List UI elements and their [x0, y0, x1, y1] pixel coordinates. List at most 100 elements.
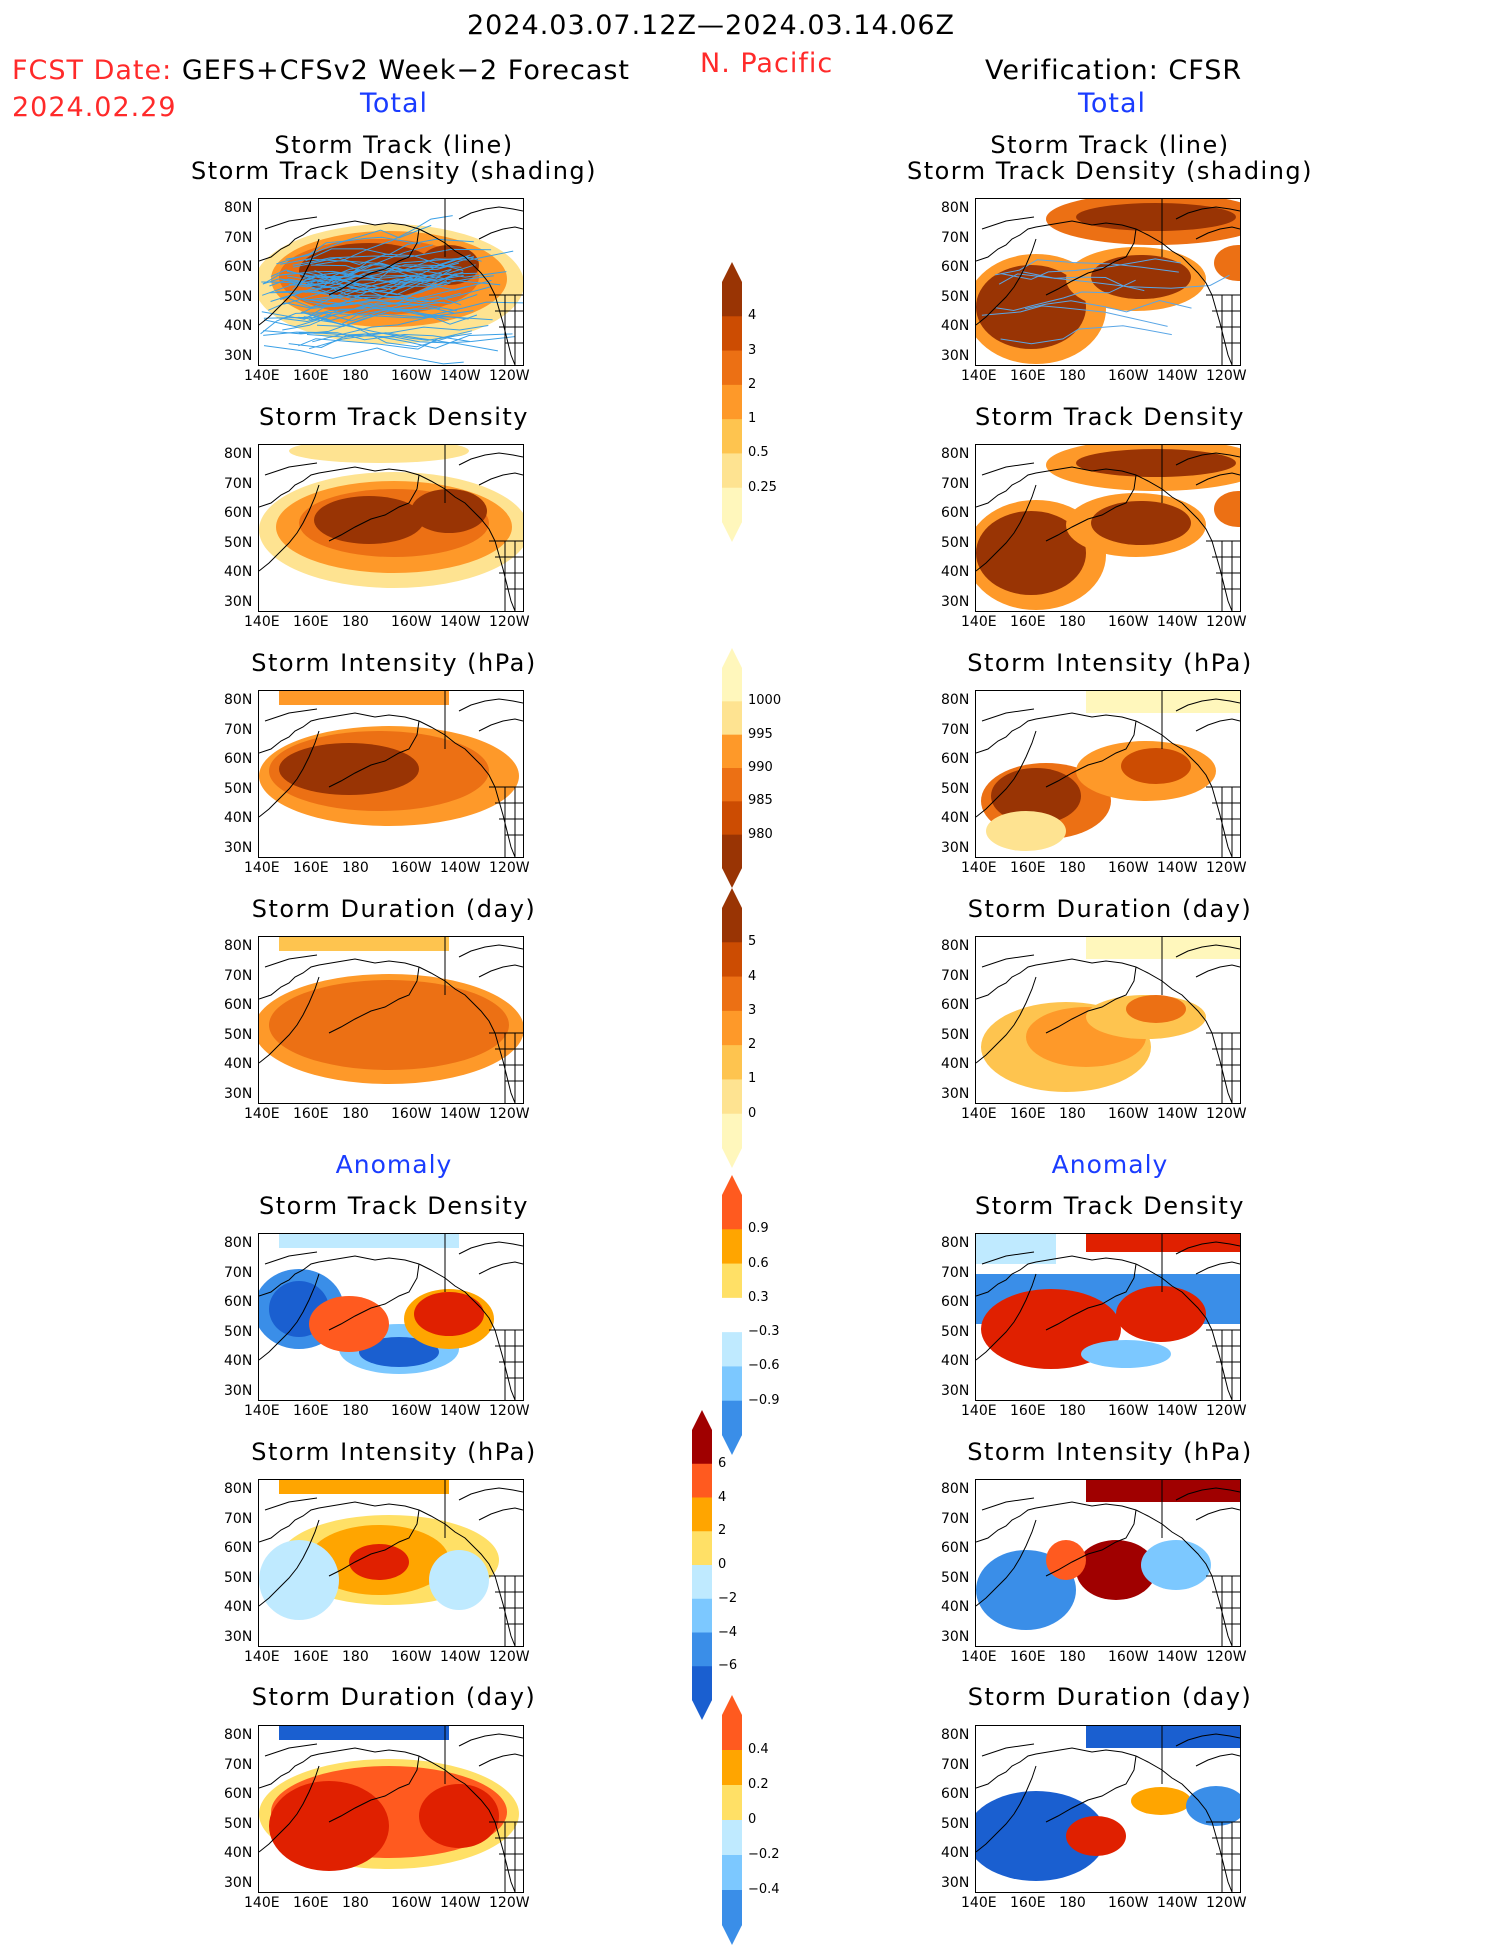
lon-tick-label: 160W — [1108, 614, 1149, 630]
lat-tick-label: 40N — [941, 564, 970, 580]
right-dens-anom-title: Storm Track Density — [975, 1192, 1245, 1220]
colorbar-segment — [722, 1750, 742, 1786]
lon-tick-label: 160E — [293, 368, 329, 384]
storm-track-line — [300, 290, 478, 305]
colorbar-label: 985 — [748, 793, 773, 809]
colorbar-segment — [722, 908, 742, 943]
storm-track-line — [269, 278, 435, 294]
lat-tick-label: 30N — [941, 839, 970, 856]
storm-track-line — [280, 270, 442, 301]
colorbar-arrow-top — [722, 1695, 742, 1715]
lon-tick-label: 180 — [1059, 368, 1086, 384]
coastline — [1175, 206, 1240, 220]
coastline — [478, 1507, 523, 1521]
right-dens-anom-plot — [976, 1234, 1240, 1400]
right-density-map — [975, 444, 1241, 612]
colorbar-label: 3 — [748, 342, 757, 358]
lon-tick-label: 180 — [342, 1106, 369, 1122]
colorbar-segment — [722, 1195, 742, 1230]
left-intensity-plot — [259, 691, 523, 857]
coastline — [1135, 1509, 1233, 1646]
coastline — [458, 452, 523, 466]
left-anomaly-label: Anomaly — [335, 1150, 453, 1179]
lon-tick-label: 140E — [244, 1649, 280, 1665]
storm-track-line — [1000, 258, 1182, 280]
shading-cell — [976, 1791, 1106, 1881]
lon-tick-label: 120W — [489, 1106, 530, 1122]
colorbar-segment — [722, 1400, 742, 1436]
coastline — [264, 462, 318, 476]
coastline — [976, 1273, 1037, 1361]
colorbar-segment — [722, 350, 742, 386]
right-dur-anom-plot — [976, 1726, 1240, 1892]
coastline — [981, 462, 1035, 476]
storm-track-line — [276, 313, 493, 323]
right-int-anom-title: Storm Intensity (hPa) — [967, 1438, 1253, 1466]
left-dur-anom-plot — [259, 1726, 523, 1892]
lat-tick-label: 70N — [941, 1756, 970, 1773]
coastline — [259, 1273, 320, 1361]
lon-tick-label: 140E — [244, 1403, 280, 1419]
coastline — [259, 958, 420, 1000]
colorbar-label: −6 — [718, 1658, 738, 1674]
colorbar-label: 980 — [748, 826, 773, 842]
left-dur-anom-title: Storm Duration (day) — [251, 1683, 537, 1711]
right-track-map — [975, 198, 1241, 366]
lat-tick-label: 60N — [224, 259, 253, 275]
lon-tick-label: 120W — [1206, 1106, 1247, 1122]
coastline — [259, 730, 320, 818]
coastline — [976, 730, 1037, 818]
storm-track-line — [317, 250, 514, 283]
lat-tick-label: 70N — [224, 721, 253, 738]
colorbar-label: 0 — [748, 1812, 757, 1827]
coastline — [981, 216, 1035, 230]
left-track-title-2: Storm Track Density (shading) — [190, 157, 598, 185]
lat-tick-label: 80N — [224, 692, 253, 708]
storm-track-line — [263, 331, 471, 342]
lon-tick-label: 140E — [244, 614, 280, 630]
colorbar-label: 6 — [718, 1455, 727, 1471]
storm-track-line — [276, 269, 452, 286]
right-track-title-1: Storm Track (line) — [990, 131, 1230, 159]
coastline — [981, 1251, 1035, 1265]
lon-tick-label: 140E — [244, 368, 280, 384]
lon-tick-label: 180 — [1059, 1649, 1086, 1665]
lon-tick-label: 120W — [1206, 614, 1247, 630]
colorbar-segment — [722, 487, 742, 523]
coastline — [328, 228, 420, 296]
shading-cell — [1214, 491, 1240, 527]
colorbar-segment — [722, 453, 742, 489]
storm-track-line — [1024, 299, 1192, 313]
shading-cell — [1186, 1786, 1240, 1826]
coastline — [264, 1497, 318, 1511]
lat-tick-label: 40N — [941, 1056, 970, 1072]
shading-cell — [991, 768, 1081, 824]
storm-track-line — [263, 307, 441, 328]
storm-track-line — [981, 305, 1168, 327]
lon-tick-label: 140W — [440, 860, 481, 876]
colorbar-label: 2 — [748, 1037, 757, 1053]
lat-tick-label: 50N — [941, 1569, 970, 1586]
coastline — [1175, 1733, 1240, 1747]
coastline — [981, 954, 1035, 968]
lat-tick-label: 60N — [224, 751, 253, 767]
lon-tick-label: 140W — [440, 1403, 481, 1419]
fcst-line: FCST Date: GEFS+CFSv2 Week−2 Forecast — [12, 55, 630, 86]
right-density-plot — [976, 445, 1240, 611]
lon-tick-label: 140E — [244, 1106, 280, 1122]
colorbar-segment — [692, 1632, 712, 1667]
colorbar-segment — [692, 1430, 712, 1465]
coastline — [458, 1241, 523, 1255]
lon-tick-label: 160W — [1108, 1403, 1149, 1419]
right-dur-anom-map — [975, 1725, 1241, 1893]
storm-track-line — [268, 276, 418, 311]
coastline — [981, 1743, 1035, 1757]
colorbar-label: 2 — [718, 1523, 727, 1539]
lon-tick-label: 140W — [440, 368, 481, 384]
coastline — [259, 484, 320, 572]
coastline — [1045, 474, 1137, 542]
lon-tick-label: 180 — [1059, 1106, 1086, 1122]
shading-cell — [1131, 1787, 1191, 1815]
lon-tick-label: 120W — [489, 860, 530, 876]
coastline — [1195, 1507, 1240, 1521]
